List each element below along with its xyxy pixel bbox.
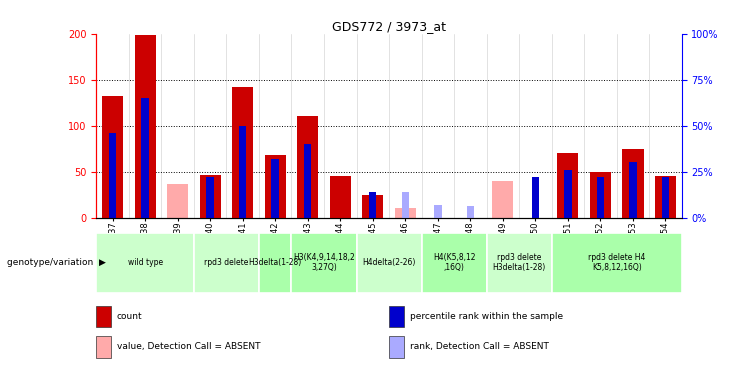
Text: genotype/variation  ▶: genotype/variation ▶ [7, 258, 106, 267]
Bar [389, 306, 404, 327]
Bar [402, 192, 409, 217]
Text: H3delta(1-28): H3delta(1-28) [248, 258, 302, 267]
Bar [109, 133, 116, 218]
Bar [492, 181, 514, 218]
Bar [297, 116, 319, 218]
Bar [265, 155, 286, 218]
Bar [369, 192, 376, 217]
Text: value, Detection Call = ABSENT: value, Detection Call = ABSENT [117, 342, 260, 351]
Bar [532, 177, 539, 218]
Bar [655, 176, 676, 218]
Bar [551, 232, 682, 292]
Bar [590, 172, 611, 217]
Bar [564, 170, 571, 217]
Bar [199, 175, 221, 217]
Bar [239, 126, 246, 218]
Text: percentile rank within the sample: percentile rank within the sample [410, 312, 562, 321]
Bar [362, 195, 383, 217]
Text: H3(K4,9,14,18,2
3,27Q): H3(K4,9,14,18,2 3,27Q) [293, 253, 355, 272]
Bar [629, 162, 637, 218]
Bar [271, 159, 279, 218]
Bar [194, 232, 259, 292]
Bar [467, 207, 474, 218]
Title: GDS772 / 3973_at: GDS772 / 3973_at [332, 20, 446, 33]
Bar [356, 232, 422, 292]
Bar [96, 306, 111, 327]
Bar [304, 144, 311, 218]
Bar [622, 148, 643, 217]
Bar [102, 96, 123, 218]
Text: H4delta(2-26): H4delta(2-26) [362, 258, 416, 267]
Bar [167, 184, 188, 218]
Bar [662, 177, 669, 218]
Bar [232, 87, 253, 218]
Bar [291, 232, 356, 292]
Bar [96, 232, 194, 292]
Bar [142, 98, 149, 218]
Text: rpd3 delete
H3delta(1-28): rpd3 delete H3delta(1-28) [493, 253, 545, 272]
Bar [259, 232, 291, 292]
Bar [434, 205, 442, 218]
Bar [597, 177, 604, 218]
Bar [207, 177, 214, 218]
Text: rpd3 delete H4
K5,8,12,16Q): rpd3 delete H4 K5,8,12,16Q) [588, 253, 645, 272]
Text: H4(K5,8,12
,16Q): H4(K5,8,12 ,16Q) [433, 253, 475, 272]
Text: wild type: wild type [127, 258, 163, 267]
Bar [557, 153, 579, 218]
Bar [330, 176, 350, 218]
Text: rpd3 delete: rpd3 delete [205, 258, 248, 267]
Bar [487, 232, 551, 292]
Bar [135, 34, 156, 218]
Bar [395, 209, 416, 218]
Bar [96, 336, 111, 358]
Bar [422, 232, 487, 292]
Text: rank, Detection Call = ABSENT: rank, Detection Call = ABSENT [410, 342, 548, 351]
Bar [389, 336, 404, 358]
Text: count: count [117, 312, 142, 321]
